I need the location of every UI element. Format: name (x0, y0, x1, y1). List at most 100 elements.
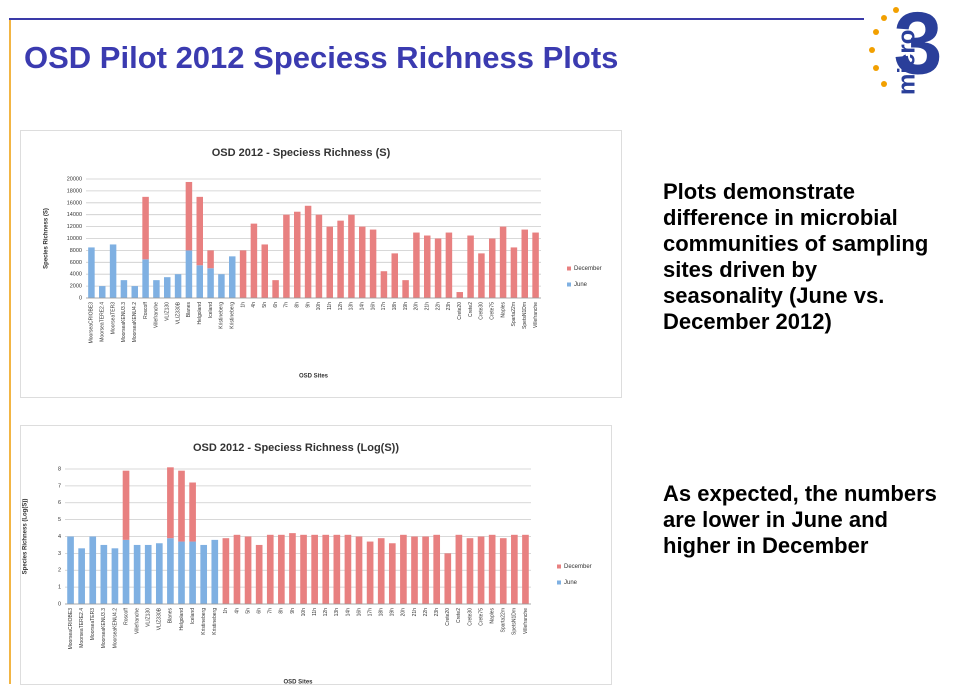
bar (99, 286, 106, 298)
bar (511, 534, 518, 604)
bar (278, 534, 285, 604)
bar (111, 548, 119, 604)
x-tick-label: 14h (345, 608, 351, 617)
left-rule (9, 18, 11, 684)
bar (311, 534, 318, 604)
y-tick-label: 3 (58, 551, 61, 557)
bar (229, 256, 236, 298)
bar (100, 544, 108, 604)
bar (355, 536, 363, 604)
bar (122, 539, 130, 604)
bar (88, 247, 95, 298)
y-tick-label: 2 (58, 568, 61, 574)
logo-number: 3 (894, 0, 943, 92)
x-tick-label: 4h (234, 608, 240, 614)
x-tick-label: 22h (435, 302, 441, 311)
x-tick-label: 16h (370, 302, 376, 311)
x-tick-label: Blanes (168, 608, 174, 624)
x-tick-label: 10h (316, 302, 322, 311)
slide-title: OSD Pilot 2012 Speciess Richness Plots (24, 40, 619, 75)
y-tick-label: 4 (58, 534, 61, 540)
x-tick-label: Villefranche (154, 302, 160, 328)
x-tick-label: 20h (401, 608, 407, 617)
bar (207, 250, 214, 269)
bar (348, 214, 355, 298)
x-tick-label: Villefranche (523, 608, 529, 634)
bar (189, 541, 196, 604)
x-tick-label: MoorseaCRIOBE3 (68, 608, 74, 650)
bar (413, 232, 420, 298)
x-tick-label: MoorseaTER3 (90, 608, 96, 640)
y-tick-label: 14000 (67, 212, 82, 218)
x-tick-label: 14h (360, 302, 366, 311)
bar (359, 226, 366, 298)
x-tick-label: Crete20 (457, 302, 463, 320)
x-tick-label: 5h (245, 608, 251, 614)
bar (489, 238, 496, 298)
bar (196, 265, 203, 298)
legend-label: June (564, 580, 578, 586)
y-tick-label: 4000 (70, 272, 82, 278)
bar (89, 536, 97, 604)
x-tick-label: 19h (390, 608, 396, 617)
bar (185, 250, 193, 298)
bar (499, 226, 507, 298)
bar (300, 534, 307, 604)
bar (244, 536, 252, 604)
bar (433, 534, 441, 604)
note: As expected, the numbers are lower in Ju… (663, 481, 937, 558)
x-tick-label: MoorseaTER3 (110, 302, 116, 334)
bar (142, 196, 149, 260)
bar (326, 226, 333, 298)
legend-swatch (557, 564, 561, 569)
x-tick-label: Roscoff (123, 607, 129, 624)
y-tick-label: 7 (58, 483, 61, 489)
bar (250, 223, 258, 298)
bar (78, 548, 85, 604)
x-tick-label: Kristineberg (230, 302, 236, 329)
logo-stars (869, 7, 899, 87)
bar (196, 196, 203, 266)
x-tick-label: Blanes (186, 302, 192, 318)
x-tick-label: Villefranche (134, 608, 140, 634)
y-tick-label: 10000 (67, 236, 82, 242)
chart: OSD 2012 - Speciess Richness (Log(S)) Spe… (20, 425, 612, 685)
bar (164, 277, 171, 298)
bar (400, 534, 407, 604)
bar (211, 539, 219, 604)
x-tick-label: 19h (403, 302, 409, 311)
bar (467, 235, 474, 298)
bar (477, 536, 485, 604)
x-tick-label: 13h (349, 302, 355, 311)
bar (122, 470, 130, 540)
bar (344, 534, 352, 604)
y-tick-label: 5 (58, 517, 61, 523)
bar (120, 280, 128, 298)
bar (424, 235, 431, 298)
x-tick-label: MoorseaTERE2.4 (79, 608, 85, 648)
bar (167, 467, 174, 539)
y-tick-label: 0 (58, 601, 61, 607)
bar (444, 553, 452, 604)
chart-title: OSD 2012 - Speciess Richness (Log(S)) (193, 442, 399, 454)
x-tick-label: Crete30 (479, 302, 485, 320)
legend-swatch (557, 580, 561, 585)
x-tick-label: Crete20 (445, 608, 451, 626)
bar (153, 280, 160, 298)
x-axis-label: OSD Sites (299, 374, 329, 380)
x-tick-label: Crete30 (467, 608, 473, 626)
bar (200, 544, 208, 604)
x-tick-label: 7h (284, 302, 290, 308)
x-tick-label: 21h (425, 302, 431, 311)
x-tick-label: Helgoland (179, 608, 185, 631)
x-tick-label: VLIZ330B (175, 301, 181, 324)
x-tick-label: 22h (423, 608, 429, 617)
y-tick-label: 0 (79, 295, 82, 301)
chart-title: OSD 2012 - Speciess Richness (S) (212, 147, 391, 159)
y-axis-label: Species Richness (S) (44, 208, 50, 269)
legend-label: December (574, 266, 602, 272)
bar (178, 470, 185, 542)
x-tick-label: Sparta22m (501, 608, 507, 632)
y-axis-label: Species Richness (Log(S)) (23, 499, 29, 575)
